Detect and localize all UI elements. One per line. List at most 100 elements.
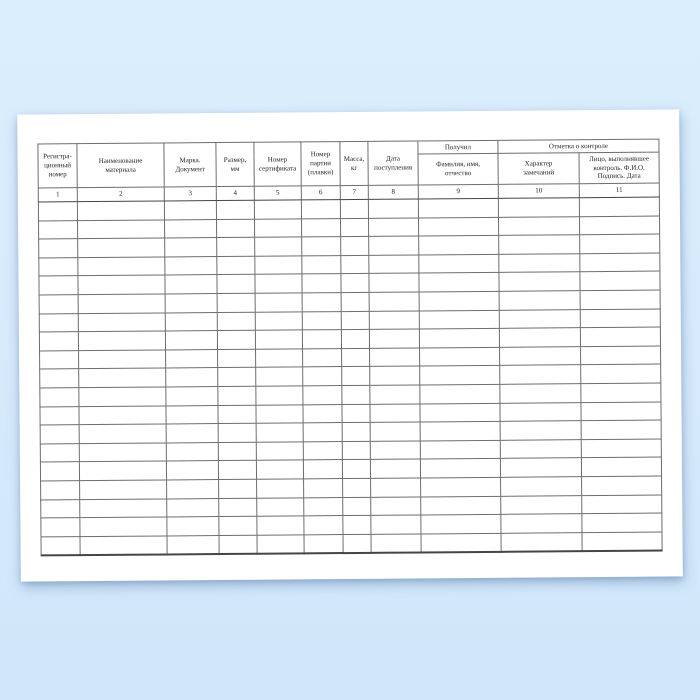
column-header-3: Марка. Документ	[163, 142, 217, 187]
body-cell	[165, 349, 218, 369]
body-cell	[500, 457, 582, 478]
body-cell	[419, 291, 500, 311]
body-cell	[40, 480, 80, 500]
body-cell	[255, 348, 303, 368]
body-cell	[40, 536, 81, 556]
body-cell	[78, 349, 166, 369]
column-header-6: Номер партии (плавки)	[300, 141, 341, 186]
body-cell	[368, 254, 419, 274]
body-cell	[341, 403, 371, 423]
body-cell	[218, 497, 257, 517]
body-cell	[166, 516, 219, 536]
body-cell	[38, 201, 78, 221]
body-cell	[342, 534, 372, 553]
body-cell	[499, 402, 582, 422]
body-cell	[217, 404, 257, 424]
body-cell	[499, 290, 581, 310]
body-cell	[301, 255, 341, 275]
body-cell	[369, 366, 420, 386]
body-cell	[580, 327, 661, 347]
body-cell	[303, 459, 343, 479]
body-cell	[302, 385, 342, 405]
body-cell	[78, 386, 166, 407]
body-cell	[581, 438, 662, 458]
body-cell	[78, 331, 166, 351]
body-cell	[418, 235, 499, 255]
body-cell	[342, 422, 371, 442]
column-number-5: 5	[254, 185, 302, 201]
body-cell	[340, 236, 369, 256]
body-cell	[256, 460, 304, 480]
body-cell	[302, 348, 342, 368]
body-cell	[341, 348, 370, 367]
column-header-2: Наименование материала	[76, 142, 165, 188]
body-cell	[256, 478, 304, 498]
body-cell	[77, 200, 165, 221]
group-header-0: Получил	[417, 140, 498, 154]
body-cell	[498, 234, 580, 255]
body-cell	[581, 420, 662, 440]
body-cell	[165, 330, 218, 350]
body-cell	[254, 237, 302, 257]
body-cell	[420, 533, 502, 553]
body-cell	[79, 442, 167, 462]
column-number-9: 9	[418, 184, 499, 199]
body-cell	[218, 479, 257, 499]
body-cell	[217, 386, 256, 406]
body-cell	[369, 329, 420, 349]
body-cell	[302, 292, 342, 312]
body-cell	[498, 253, 580, 273]
column-number-2: 2	[77, 186, 165, 202]
body-cell	[218, 460, 257, 480]
column-number-10: 10	[498, 183, 580, 199]
body-cell	[302, 404, 343, 423]
body-cell	[77, 256, 165, 277]
body-cell	[40, 517, 80, 537]
body-cell	[301, 199, 341, 219]
body-cell	[39, 331, 79, 351]
body-cell	[500, 476, 582, 496]
body-cell	[302, 329, 342, 349]
body-cell	[38, 238, 78, 258]
body-cell	[254, 199, 302, 219]
body-cell	[370, 422, 421, 442]
body-cell	[418, 272, 500, 292]
body-cell	[216, 200, 255, 220]
body-cell	[301, 273, 342, 293]
body-cell	[340, 273, 370, 293]
body-cell	[579, 234, 660, 254]
body-cell	[164, 237, 217, 257]
body-cell	[256, 422, 304, 442]
body-cell	[342, 496, 371, 516]
body-cell	[217, 348, 256, 368]
body-cell	[499, 327, 581, 348]
body-cell	[580, 401, 662, 421]
body-cell	[420, 440, 501, 460]
body-row	[40, 531, 663, 556]
body-cell	[77, 275, 166, 295]
body-cell	[581, 531, 663, 551]
body-cell	[498, 272, 581, 292]
body-cell	[165, 293, 218, 313]
body-cell	[500, 513, 582, 534]
body-cell	[370, 459, 421, 479]
column-header-7: Масса, кг	[339, 141, 369, 186]
body-cell	[218, 423, 257, 443]
body-cell	[341, 366, 370, 386]
body-cell	[498, 197, 580, 217]
body-cell	[370, 440, 421, 460]
body-cell	[218, 516, 257, 536]
body-cell	[579, 215, 660, 235]
body-cell	[581, 457, 662, 477]
body-cell	[340, 217, 369, 237]
body-cell	[498, 216, 580, 236]
body-cell	[418, 216, 499, 237]
body-cell	[499, 383, 581, 403]
body-cell	[164, 219, 217, 239]
body-cell	[166, 442, 219, 462]
paper-sheet: Регистра- ционный номер Наименование мате…	[17, 109, 683, 582]
body-cell	[165, 405, 219, 425]
body-cell	[581, 513, 662, 533]
body-cell	[368, 273, 420, 293]
body-cell	[254, 274, 303, 294]
